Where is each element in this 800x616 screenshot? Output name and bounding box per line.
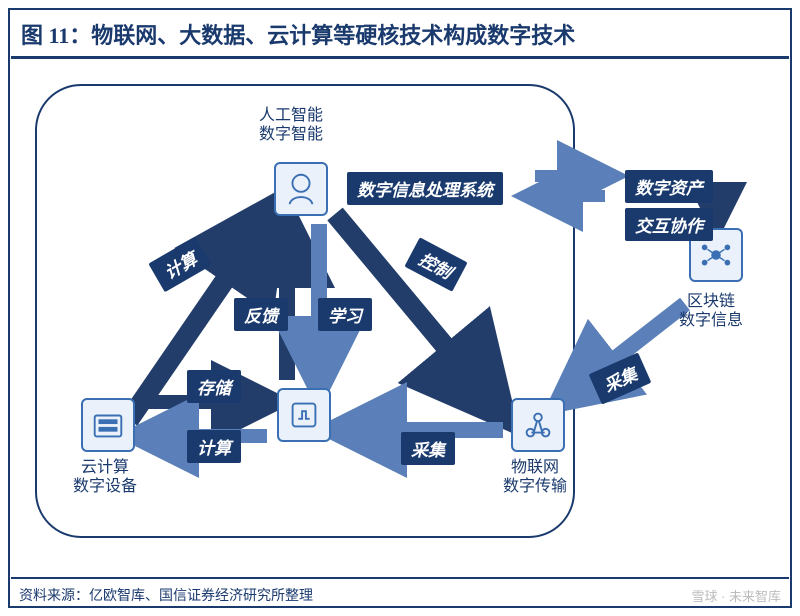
iot-label: 物联网 数字传输 xyxy=(503,458,567,496)
watermark: 雪球 · 未来智库 xyxy=(691,586,781,605)
badge-collect-bottom: 采集 xyxy=(401,432,455,465)
footer-source: 资料来源：亿欧智库、国信证券经济研究所整理 xyxy=(19,585,313,605)
badge-collect-right: 采集 xyxy=(589,352,652,404)
bigdata-icon xyxy=(277,388,331,442)
title-text: 图 11：物联网、大数据、云计算等硬核技术构成数字技术 xyxy=(21,18,575,50)
badge-interact: 交互协作 xyxy=(625,208,713,241)
badge-feedback: 反馈 xyxy=(234,298,288,331)
footer: 资料来源：亿欧智库、国信证券经济研究所整理 雪球 · 未来智库 xyxy=(11,577,789,605)
ai-label: 人工智能 数字智能 xyxy=(259,106,323,144)
iot-icon xyxy=(511,398,565,452)
blockchain-label: 区块链 数字信息 xyxy=(679,292,743,330)
cloud-label: 云计算 数字设备 xyxy=(73,458,137,496)
cloud-icon xyxy=(81,398,135,452)
badge-asset: 数字资产 xyxy=(625,170,713,203)
badge-store: 存储 xyxy=(187,370,241,403)
figure-title: 图 11：物联网、大数据、云计算等硬核技术构成数字技术 xyxy=(11,11,789,59)
badge-compute-bottom: 计算 xyxy=(187,430,241,463)
diagram-area: 人工智能 数字智能 云计算 数字设备 物联网 数字传输 区块链 数字信息 数字信… xyxy=(11,62,789,576)
badge-system: 数字信息处理系统 xyxy=(347,172,503,205)
badge-learn: 学习 xyxy=(318,298,372,331)
ai-icon xyxy=(274,162,328,216)
